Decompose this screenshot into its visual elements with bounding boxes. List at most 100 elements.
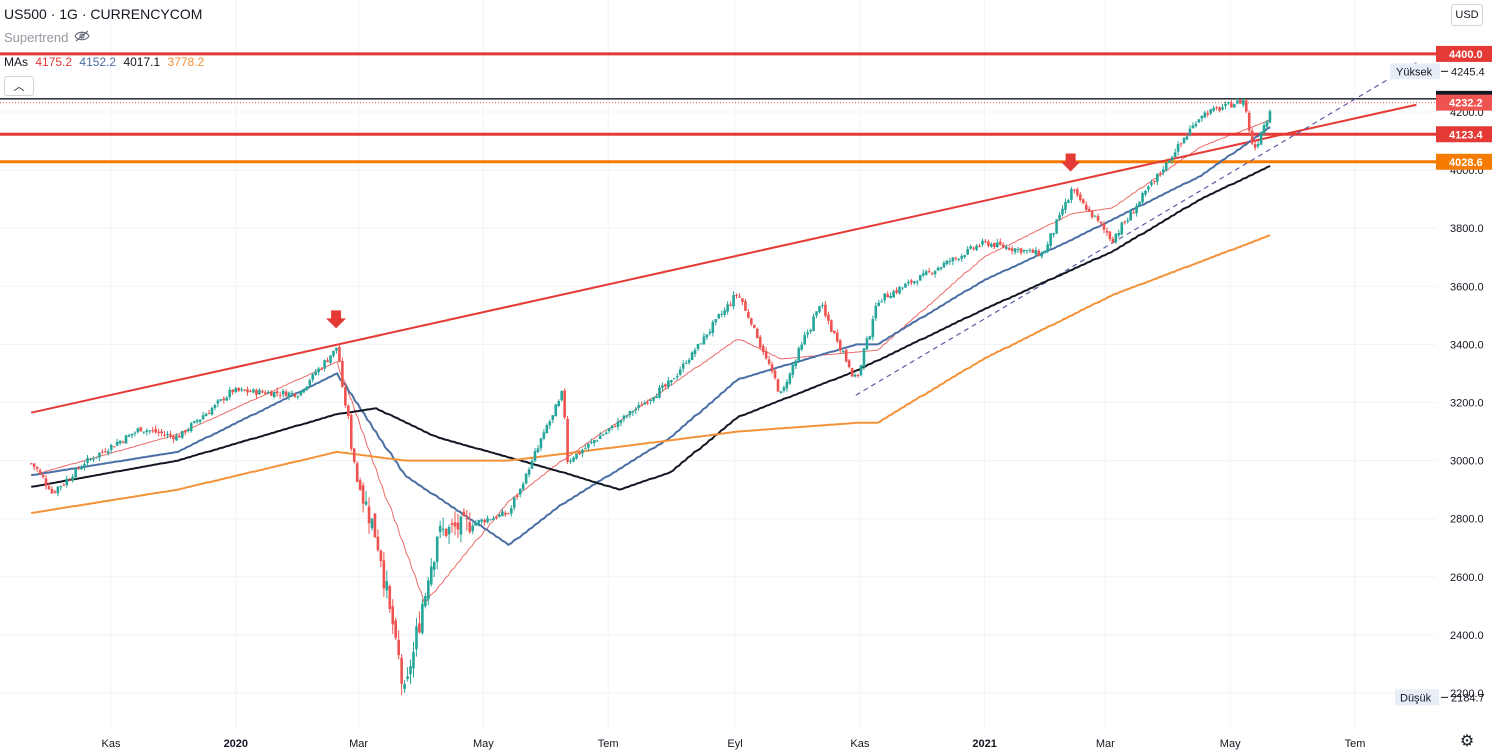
- candle-body: [913, 281, 916, 284]
- candle-body: [921, 273, 925, 276]
- candle-body: [521, 483, 525, 490]
- candle-body: [758, 336, 762, 348]
- candle-body: [347, 405, 350, 416]
- candle-body: [35, 467, 39, 469]
- candle-body: [1233, 104, 1236, 108]
- candle-body: [892, 291, 895, 298]
- candle-body: [1218, 107, 1221, 111]
- gear-icon[interactable]: ⚙: [1459, 733, 1475, 750]
- candle-body: [643, 402, 646, 405]
- candle-body: [687, 359, 691, 363]
- candle-body: [391, 606, 395, 625]
- candle-body: [382, 560, 386, 589]
- candle-body: [349, 415, 353, 449]
- candle-body: [827, 314, 830, 321]
- candle-body: [329, 355, 332, 363]
- candle-body: [106, 451, 110, 454]
- candle-body: [512, 497, 516, 508]
- candle-body: [791, 364, 795, 375]
- candle-body: [847, 360, 851, 367]
- symbol-title[interactable]: US500 · 1G · CURRENCYCOM: [4, 6, 203, 22]
- candle-body: [189, 423, 193, 432]
- candle-body: [595, 440, 599, 442]
- candle-body: [566, 418, 569, 463]
- candle-body: [98, 452, 101, 458]
- candle-body: [667, 380, 670, 387]
- candle-body: [696, 344, 700, 349]
- candle-body: [939, 267, 943, 269]
- candle-body: [409, 666, 412, 675]
- candle-body: [518, 488, 522, 495]
- candle-body: [590, 442, 593, 444]
- time-tick-label: Kas: [850, 738, 869, 750]
- time-axis: Kas 2020 Mar May Tem Eyl Kas 2021 Mar May Tem: [102, 738, 1366, 750]
- ma-value: 3778.2: [167, 55, 205, 69]
- candle-body: [41, 475, 45, 477]
- candle-body: [243, 389, 246, 391]
- candle-body: [1247, 112, 1251, 131]
- candle-body: [1209, 109, 1212, 114]
- indicator-row[interactable]: Supertrend: [4, 30, 91, 45]
- candle-body: [1126, 220, 1130, 222]
- candle-body: [601, 434, 605, 436]
- candle-body: [483, 519, 486, 523]
- candle-body: [314, 371, 318, 375]
- candle-body: [1090, 210, 1094, 218]
- candle-body: [326, 360, 329, 363]
- candle-body: [317, 368, 320, 373]
- candle-body: [450, 523, 454, 525]
- moving-averages: [31, 119, 1271, 604]
- candle-body: [723, 310, 726, 315]
- candle-body: [948, 260, 952, 262]
- candle-body: [619, 420, 623, 423]
- candle-body: [275, 391, 279, 394]
- candle-body: [675, 376, 679, 378]
- time-tick-label: 2020: [224, 738, 248, 750]
- price-badge: [1436, 94, 1492, 111]
- candle-body: [883, 293, 887, 301]
- candle-body: [1141, 193, 1144, 203]
- candle-body: [284, 391, 288, 397]
- collapse-legend-button[interactable]: ︿: [4, 76, 34, 96]
- candle-body: [895, 289, 898, 293]
- currency-button[interactable]: USD: [1451, 4, 1483, 26]
- candle-body: [933, 271, 937, 275]
- candle-body: [1058, 214, 1061, 220]
- candle-body: [533, 451, 537, 461]
- price-tick-label: 3400.0: [1450, 339, 1484, 351]
- candle-body: [1132, 212, 1135, 214]
- candle-body: [1135, 205, 1138, 214]
- candle-body: [261, 391, 264, 393]
- candle-body: [1206, 113, 1210, 115]
- mas-label: MAs: [4, 55, 28, 69]
- candle-body: [693, 349, 697, 354]
- candle-body: [1212, 108, 1215, 111]
- candle-body: [465, 518, 469, 520]
- candle-body: [1049, 233, 1052, 246]
- candle-body: [293, 393, 297, 397]
- candle-body: [1173, 152, 1177, 158]
- mas-legend[interactable]: MAs 4175.2 4152.2 4017.1 3778.2: [4, 55, 208, 69]
- ma-line: [31, 119, 1271, 604]
- candle-body: [1185, 136, 1189, 140]
- candle-body: [978, 245, 981, 247]
- price-tick-label: 3200.0: [1450, 398, 1484, 410]
- price-badge-label: 4232.2: [1449, 98, 1483, 110]
- candle-body: [1253, 144, 1257, 148]
- candle-body: [1156, 173, 1159, 182]
- candle-body: [489, 519, 492, 521]
- candle-body: [136, 428, 140, 433]
- candle-body: [192, 421, 196, 423]
- candle-body: [1265, 121, 1269, 127]
- candle-body: [702, 336, 706, 345]
- time-tick-label: May: [473, 738, 494, 750]
- candle-body: [800, 344, 804, 350]
- candle-body: [821, 304, 824, 306]
- candle-body: [640, 404, 643, 406]
- candle-body: [29, 463, 33, 465]
- eye-off-icon[interactable]: [74, 30, 91, 45]
- candle-body: [993, 242, 996, 247]
- time-tick-label: Eyl: [727, 738, 742, 750]
- candle-body: [818, 306, 821, 313]
